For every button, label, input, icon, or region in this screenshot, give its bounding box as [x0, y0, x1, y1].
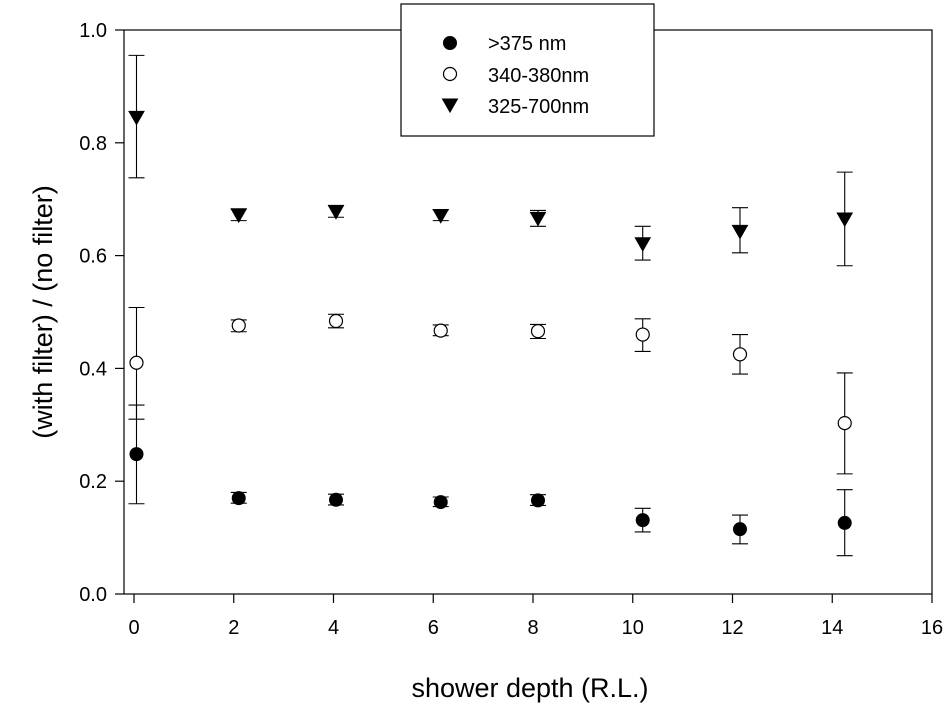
data-point	[836, 212, 854, 228]
legend-label-325-700nm: 325-700nm	[488, 96, 589, 118]
y-tick-label: 0.8	[79, 133, 107, 155]
data-point	[327, 205, 345, 220]
data-point	[328, 313, 344, 329]
axis-ticks	[115, 29, 933, 603]
data-point	[731, 224, 749, 240]
data-point	[231, 491, 246, 506]
data-point	[230, 208, 248, 224]
x-axis-title: shower depth (R.L.)	[411, 673, 648, 703]
x-tick-label: 4	[328, 617, 339, 639]
x-tick-label: 14	[821, 617, 843, 639]
x-tick-label: 12	[721, 617, 743, 639]
y-axis-title: (with filter) / (no filter)	[28, 185, 58, 439]
legend-markers	[441, 36, 459, 114]
series-1	[128, 306, 853, 475]
data-point	[432, 209, 450, 224]
y-tick-label: 0.4	[79, 358, 107, 380]
x-tick-label: 0	[128, 617, 139, 639]
data-series	[128, 54, 854, 557]
data-point	[129, 355, 144, 370]
legend-marker	[441, 98, 459, 114]
legend-marker	[443, 36, 457, 50]
y-tick-label: 0.0	[79, 584, 107, 606]
data-point	[129, 447, 144, 462]
data-point	[433, 495, 448, 510]
legend-box	[400, 3, 655, 137]
y-tick-label: 1.0	[79, 20, 107, 42]
legend-label-340-380nm: 340-380nm	[488, 65, 589, 87]
data-point	[732, 522, 747, 537]
data-point	[837, 515, 852, 530]
data-point	[128, 110, 145, 126]
data-point	[635, 513, 650, 528]
data-point	[634, 237, 652, 252]
legend: >375 nm 340-380nm 325-700nm	[400, 3, 655, 137]
data-point	[732, 347, 748, 362]
data-point	[530, 324, 546, 339]
data-point	[635, 327, 650, 342]
y-tick-label: 0.6	[79, 246, 107, 268]
x-tick-label: 16	[921, 617, 943, 639]
data-point	[837, 416, 852, 431]
series-2	[128, 54, 854, 267]
x-tick-label: 8	[527, 617, 538, 639]
series-0	[128, 404, 853, 557]
legend-label-375nm: >375 nm	[488, 33, 566, 55]
data-point	[529, 211, 547, 227]
x-tick-label: 10	[622, 617, 644, 639]
data-point	[231, 318, 246, 333]
axis-tick-labels: 0 2 4 6 8 10 12 14 16 0.0 0.2 0.4 0.6 0.8 1.0	[79, 20, 943, 639]
data-point	[328, 492, 343, 507]
legend-marker	[442, 66, 458, 82]
data-point	[433, 323, 448, 338]
x-tick-label: 2	[228, 617, 239, 639]
y-tick-label: 0.2	[79, 471, 107, 493]
x-tick-label: 6	[428, 617, 439, 639]
data-point	[530, 493, 545, 508]
